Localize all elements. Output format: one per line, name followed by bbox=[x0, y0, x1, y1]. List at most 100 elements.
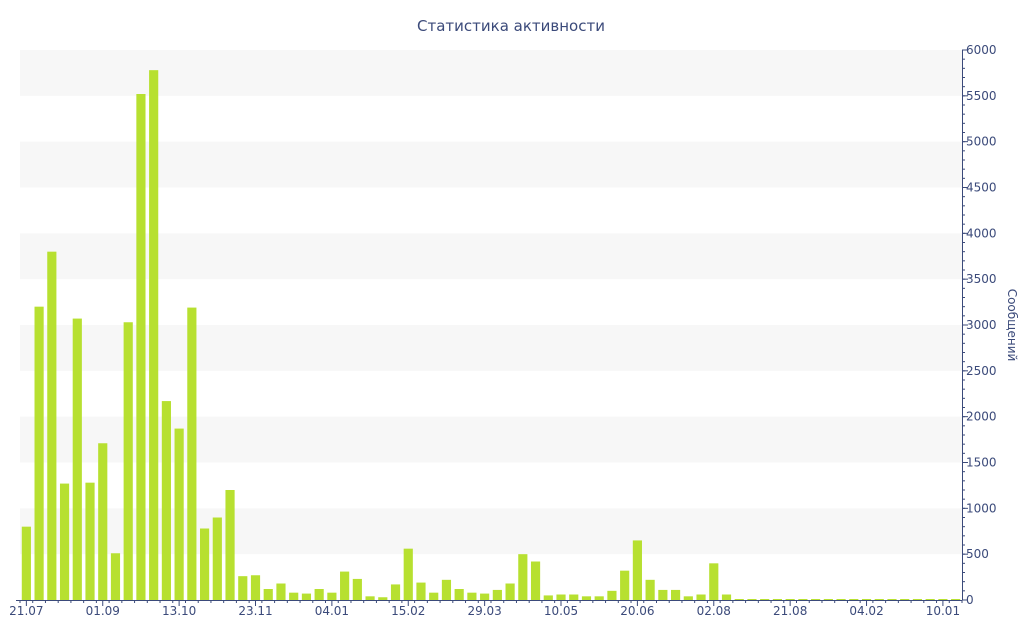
bar[interactable] bbox=[734, 599, 744, 600]
bar[interactable] bbox=[47, 251, 57, 601]
bar[interactable] bbox=[760, 599, 770, 600]
bar[interactable] bbox=[340, 571, 350, 600]
bar[interactable] bbox=[98, 443, 108, 600]
bar[interactable] bbox=[352, 578, 362, 600]
bar[interactable] bbox=[327, 592, 337, 600]
x-tick-label: 29.03 bbox=[467, 604, 501, 618]
bar[interactable] bbox=[161, 401, 171, 600]
bar[interactable] bbox=[849, 599, 859, 600]
bar[interactable] bbox=[480, 593, 490, 600]
bar[interactable] bbox=[289, 592, 299, 600]
bar[interactable] bbox=[212, 517, 222, 601]
bar[interactable] bbox=[912, 599, 923, 600]
y-tick-label: 5500 bbox=[966, 89, 997, 103]
bar[interactable] bbox=[645, 579, 655, 600]
bar[interactable] bbox=[149, 70, 159, 601]
bar[interactable] bbox=[492, 589, 502, 600]
bar[interactable] bbox=[683, 596, 693, 600]
x-tick-label: 10.01 bbox=[926, 604, 960, 618]
bar[interactable] bbox=[861, 599, 872, 600]
bar[interactable] bbox=[900, 599, 910, 600]
bar[interactable] bbox=[34, 306, 44, 600]
bar[interactable] bbox=[569, 594, 579, 601]
bar[interactable] bbox=[136, 94, 146, 600]
bar[interactable] bbox=[365, 596, 375, 600]
y-tick-label: 3000 bbox=[966, 318, 997, 332]
y-tick-label: 2500 bbox=[966, 364, 997, 378]
bar[interactable] bbox=[798, 599, 808, 600]
bar[interactable] bbox=[887, 599, 897, 600]
grid-band bbox=[20, 233, 962, 280]
bar[interactable] bbox=[721, 594, 732, 601]
bar[interactable] bbox=[874, 599, 884, 600]
bar[interactable] bbox=[518, 554, 528, 600]
x-tick-label: 13.10 bbox=[162, 604, 196, 618]
bar[interactable] bbox=[314, 589, 324, 600]
bar[interactable] bbox=[238, 576, 248, 600]
bar[interactable] bbox=[21, 526, 31, 600]
chart-title: Статистика активности bbox=[417, 17, 605, 35]
bar[interactable] bbox=[467, 592, 477, 600]
bar[interactable] bbox=[632, 540, 642, 600]
bar[interactable] bbox=[123, 322, 133, 600]
x-tick-label: 01.09 bbox=[86, 604, 120, 618]
bar[interactable] bbox=[925, 599, 935, 600]
bar[interactable] bbox=[658, 589, 668, 600]
bar[interactable] bbox=[429, 592, 439, 600]
bar[interactable] bbox=[225, 490, 235, 600]
y-tick-label: 5000 bbox=[966, 135, 997, 149]
bar[interactable] bbox=[556, 594, 566, 601]
bar[interactable] bbox=[301, 593, 312, 600]
x-tick-label: 21.07 bbox=[9, 604, 43, 618]
bar[interactable] bbox=[378, 597, 388, 600]
bar[interactable] bbox=[85, 482, 95, 600]
bar[interactable] bbox=[581, 596, 592, 600]
bar[interactable] bbox=[276, 583, 286, 601]
bar[interactable] bbox=[263, 589, 273, 600]
y-tick-label: 4000 bbox=[966, 226, 997, 240]
bar[interactable] bbox=[543, 595, 553, 600]
bar[interactable] bbox=[709, 563, 719, 600]
x-axis: 21.07 01.09 13.10 23.11 04.01 15.02 29.03 10.05… bbox=[9, 600, 963, 618]
bar[interactable] bbox=[607, 590, 617, 600]
bar[interactable] bbox=[59, 483, 70, 600]
x-tick-label: 10.05 bbox=[544, 604, 578, 618]
bar[interactable] bbox=[530, 561, 541, 601]
bar[interactable] bbox=[72, 318, 82, 600]
bar[interactable] bbox=[110, 553, 121, 600]
bar[interactable] bbox=[836, 599, 846, 600]
bar[interactable] bbox=[441, 579, 452, 600]
bar[interactable] bbox=[505, 583, 515, 601]
bar[interactable] bbox=[250, 575, 261, 600]
bar[interactable] bbox=[811, 599, 821, 600]
bar[interactable] bbox=[174, 428, 184, 600]
y-tick-label: 3500 bbox=[966, 272, 997, 286]
bar[interactable] bbox=[620, 570, 630, 600]
y-tick-label: 500 bbox=[966, 547, 989, 561]
bar[interactable] bbox=[951, 599, 961, 600]
bar[interactable] bbox=[785, 599, 795, 600]
y-tick-label: 2000 bbox=[966, 410, 997, 424]
bar[interactable] bbox=[200, 528, 210, 601]
x-tick-label: 21.08 bbox=[773, 604, 807, 618]
y-tick-label: 6000 bbox=[966, 43, 997, 57]
bar[interactable] bbox=[696, 594, 706, 601]
bar[interactable] bbox=[390, 584, 401, 600]
bar[interactable] bbox=[187, 307, 197, 600]
bar[interactable] bbox=[594, 596, 604, 600]
grid-band bbox=[20, 325, 962, 371]
bar[interactable] bbox=[454, 589, 464, 600]
y-axis: 0 500 1000 1500 2000 2500 3000 3500 4000 4500 5000… bbox=[962, 43, 997, 607]
grid-band bbox=[20, 141, 962, 188]
bar[interactable] bbox=[772, 599, 783, 600]
bar[interactable] bbox=[747, 599, 757, 600]
bar[interactable] bbox=[823, 599, 833, 600]
bar[interactable] bbox=[938, 599, 948, 600]
bar[interactable] bbox=[671, 589, 681, 600]
bar[interactable] bbox=[403, 548, 413, 600]
bar[interactable] bbox=[416, 582, 426, 600]
grid-bands bbox=[20, 50, 962, 555]
bar-series bbox=[21, 70, 961, 601]
grid-band bbox=[20, 416, 962, 463]
